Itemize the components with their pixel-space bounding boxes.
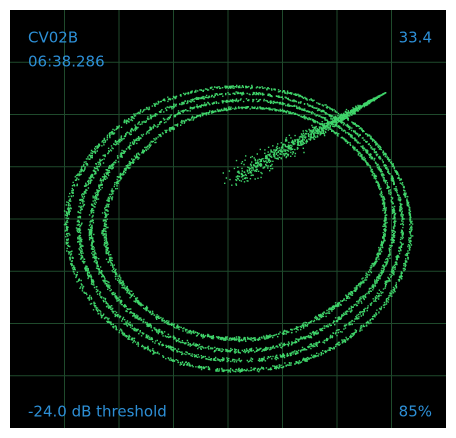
scope-grid [10,10,446,428]
source-name: CV02B [28,29,78,47]
reading: 33.4 [399,29,432,47]
level: 85% [399,403,432,421]
timecode: 06:38.286 [28,53,105,71]
threshold: -24.0 dB threshold [28,403,167,421]
